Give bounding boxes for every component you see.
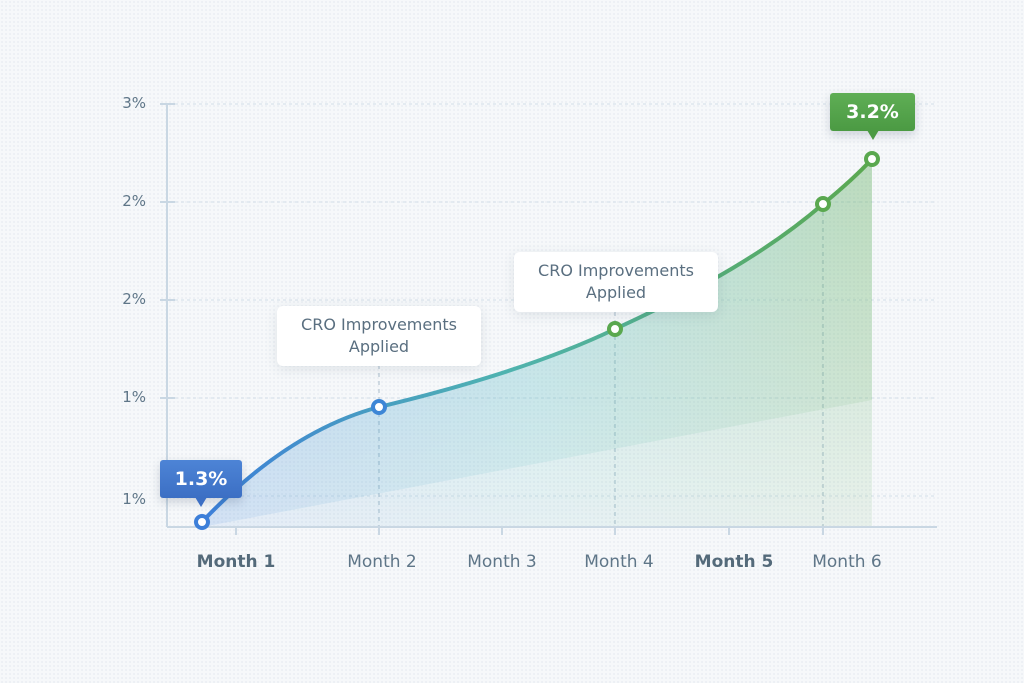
y-tick-label: 1% (122, 490, 146, 508)
x-tick-label: Month 3 (467, 552, 537, 572)
callout-line: CRO Improvements (301, 315, 457, 334)
annotation-callout: CRO Improvements Applied (514, 252, 718, 312)
x-tick-label: Month 5 (694, 552, 774, 572)
callout-line: Applied (585, 283, 647, 302)
annotation-callout: CRO Improvements Applied (277, 306, 481, 366)
y-tick-label: 2% (122, 192, 146, 210)
x-tick-label: Month 6 (812, 552, 882, 572)
end-value-badge: 3.2% (830, 93, 915, 140)
y-tick-label: 2% (122, 290, 146, 308)
x-tick-label: Month 4 (584, 552, 654, 572)
callout-line: Applied (348, 337, 410, 356)
data-points (194, 151, 880, 530)
x-tick-label: Month 1 (196, 552, 276, 572)
x-tick-label: Month 2 (347, 552, 417, 572)
y-tick-label: 1% (122, 388, 146, 406)
y-tick-label: 3% (122, 94, 146, 112)
start-value-badge: 1.3% (160, 460, 242, 507)
callout-line: CRO Improvements (538, 261, 694, 280)
